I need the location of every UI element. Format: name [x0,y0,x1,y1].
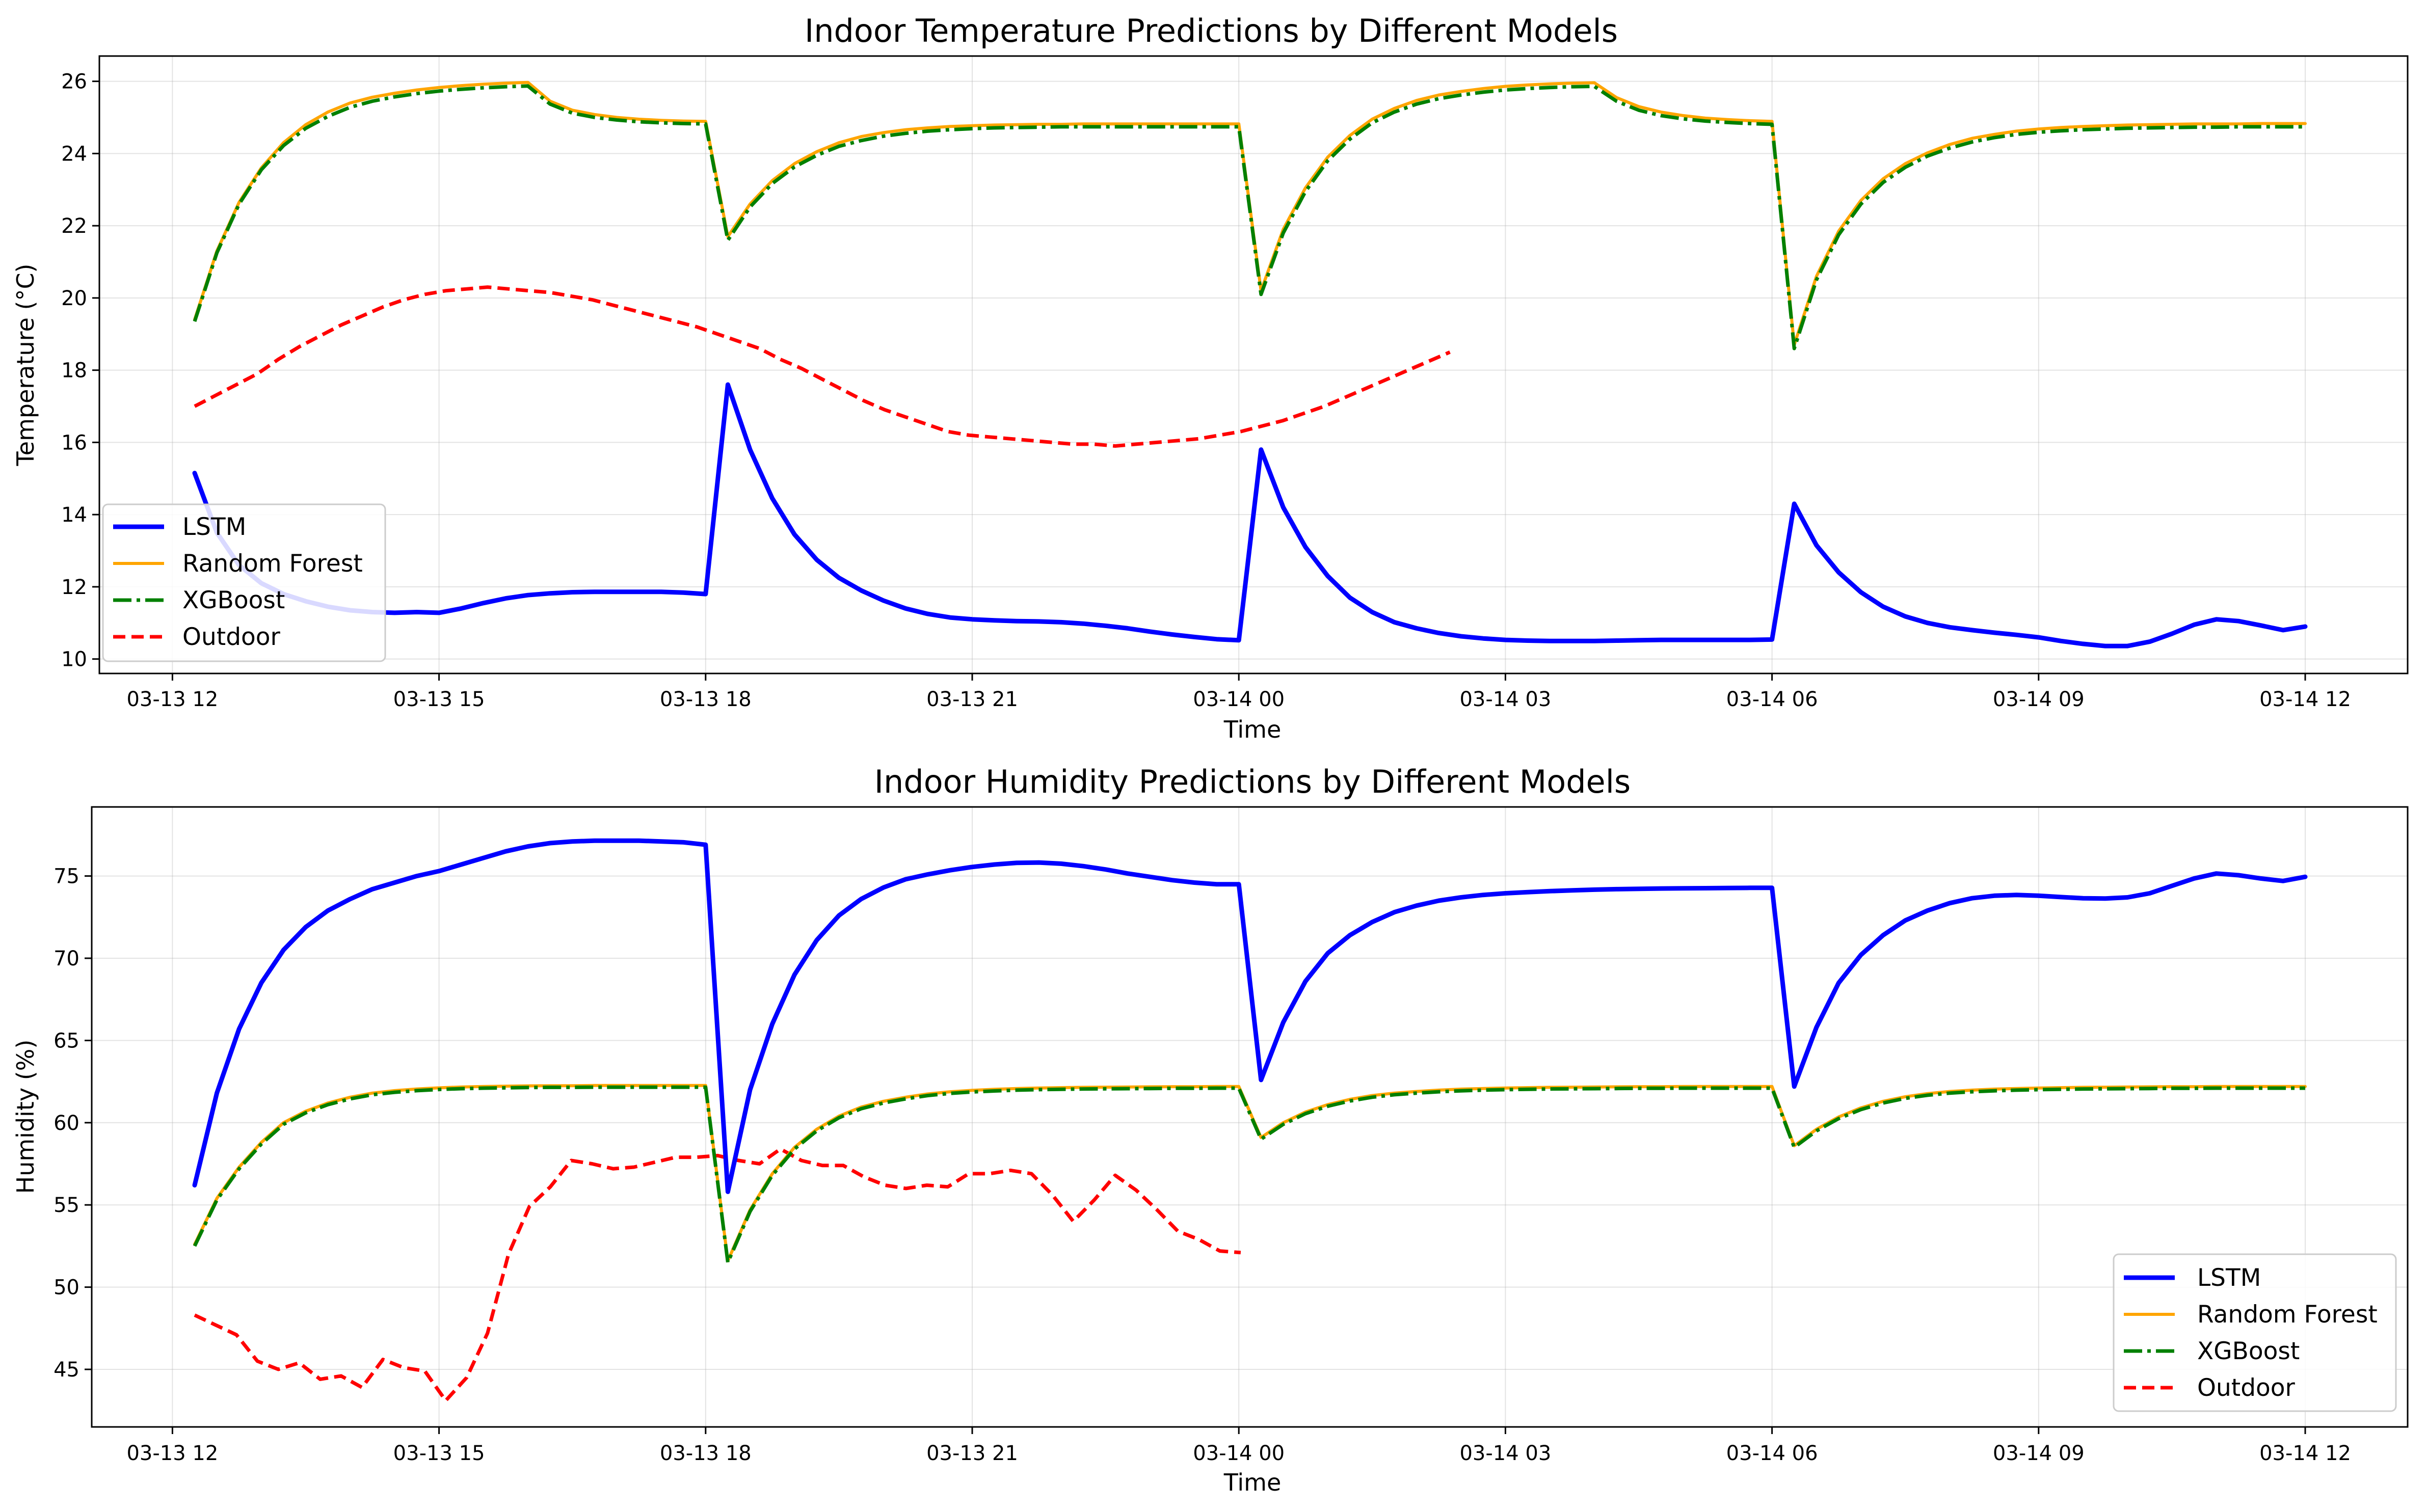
temperature-plot-frame [98,55,2409,674]
temperature-x-axis-label: Time [1223,716,1282,743]
temperature-legend: LSTM Random Forest XGBoost Outdoor [102,503,386,662]
x-tick-label: 03-14 00 [1193,1442,1285,1465]
humidity-y-axis-label: Humidity (%) [12,1040,39,1194]
humidity-series-lines [192,838,2308,1402]
humidity-line-xgboost [193,1085,2305,1264]
x-tick-label: 03-14 06 [1726,1442,1818,1465]
x-tick-label: 03-13 21 [926,1442,1018,1465]
y-tick-label: 24 [61,142,87,166]
y-tick-label: 14 [61,503,87,527]
humidity-grid [92,807,2408,1427]
x-tick-label: 03-14 03 [1459,1442,1551,1465]
y-tick-label: 75 [54,865,79,888]
humidity-line-lstm [192,838,2308,1194]
humidity-chart-title: Indoor Humidity Predictions by Different… [874,763,1631,800]
temperature-y-ticks: 10 12 14 16 18 20 22 24 26 [61,70,99,671]
humidity-legend-box [2113,1253,2397,1412]
temperature-legend-box [102,503,386,662]
humidity-legend: LSTM Random Forest XGBoost Outdoor [2113,1253,2397,1412]
y-tick-label: 45 [54,1358,79,1382]
x-tick-label: 03-13 18 [660,688,752,711]
legend-label-outdoor: Outdoor [2197,1374,2296,1402]
y-tick-label: 70 [54,947,79,970]
legend-label-lstm: LSTM [182,513,246,541]
y-tick-label: 60 [54,1112,79,1135]
legend-label-random-forest: Random Forest [2197,1301,2378,1329]
y-tick-label: 55 [54,1194,79,1217]
temperature-line-outdoor [194,285,1451,448]
x-tick-label: 03-14 00 [1193,688,1285,711]
y-tick-label: 16 [61,431,87,454]
y-tick-label: 12 [61,576,87,599]
temperature-x-ticks: 03-13 12 03-13 15 03-13 18 03-13 21 03-14 00… [126,673,2351,711]
humidity-x-ticks: 03-13 12 03-13 15 03-13 18 03-13 21 03-14 00… [126,1427,2351,1465]
temperature-chart-title: Indoor Temperature Predictions by Differ… [805,12,1618,49]
x-tick-label: 03-13 12 [126,688,218,711]
humidity-plot-frame [91,806,2409,1428]
y-tick-label: 18 [61,359,87,383]
x-tick-label: 03-14 09 [1993,1442,2085,1465]
y-tick-label: 22 [61,214,87,238]
temperature-grid [99,56,2408,673]
y-tick-label: 50 [54,1276,79,1300]
y-tick-label: 65 [54,1029,79,1052]
x-tick-label: 03-14 12 [2259,688,2351,711]
x-tick-label: 03-14 06 [1726,688,1818,711]
x-tick-label: 03-13 15 [393,1442,485,1465]
temperature-panel: Indoor Temperature Predictions by Differ… [12,12,2409,743]
humidity-y-ticks: 45 50 55 60 65 70 75 [54,865,92,1382]
legend-label-lstm: LSTM [2197,1264,2261,1292]
legend-label-xgboost: XGBoost [182,586,285,614]
x-tick-label: 03-13 12 [126,1442,218,1465]
x-tick-label: 03-13 18 [660,1442,752,1465]
x-tick-label: 03-14 12 [2259,1442,2351,1465]
x-tick-label: 03-14 09 [1993,688,2085,711]
humidity-x-axis-label: Time [1223,1469,1282,1496]
x-tick-label: 03-14 03 [1459,688,1551,711]
y-tick-label: 10 [61,648,87,671]
temperature-line-xgboost [193,84,2305,350]
temperature-series-lines [192,80,2308,649]
x-tick-label: 03-13 15 [393,688,485,711]
legend-label-xgboost: XGBoost [2197,1337,2300,1365]
humidity-line-outdoor [194,1147,1241,1402]
humidity-panel: Indoor Humidity Predictions by Different… [12,763,2409,1496]
legend-label-outdoor: Outdoor [182,623,281,651]
y-tick-label: 20 [61,287,87,310]
temperature-line-lstm [192,382,2308,649]
x-tick-label: 03-13 21 [926,688,1018,711]
y-tick-label: 26 [61,70,87,94]
legend-label-random-forest: Random Forest [182,550,363,578]
temperature-y-axis-label: Temperature (°C) [12,263,39,466]
